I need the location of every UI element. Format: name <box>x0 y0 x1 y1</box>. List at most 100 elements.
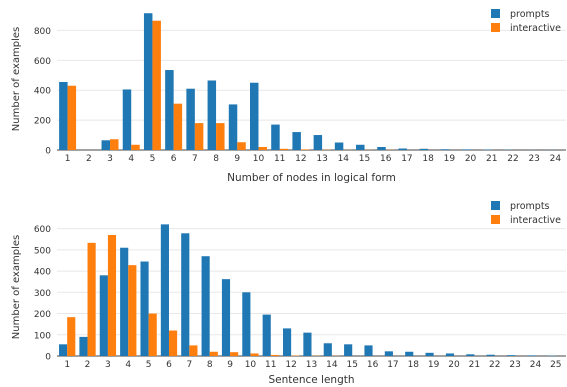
x-tick-label: 6 <box>166 360 172 370</box>
x-tick-label: 4 <box>128 154 134 164</box>
bar-prompts <box>384 351 393 356</box>
x-tick-label: 17 <box>401 154 412 164</box>
x-tick-label: 7 <box>186 360 192 370</box>
x-tick-label: 1 <box>64 360 70 370</box>
bar-prompts <box>101 140 111 150</box>
bar-prompts <box>181 233 190 356</box>
bar-prompts <box>207 80 217 150</box>
bar-prompts <box>120 247 129 356</box>
bar-interactive <box>152 20 161 151</box>
bar-prompts <box>303 332 312 356</box>
x-tick-label: 25 <box>550 360 561 370</box>
x-tick-label: 10 <box>253 154 265 164</box>
y-tick-label: 400 <box>34 268 51 278</box>
bar-prompts <box>143 13 153 150</box>
bar-prompts <box>486 354 495 356</box>
y-tick-label: 0 <box>45 353 51 363</box>
y-tick-label: 100 <box>34 331 51 341</box>
x-tick-label: 3 <box>105 360 111 370</box>
bar-prompts <box>186 88 195 150</box>
x-tick-label: 22 <box>489 360 500 370</box>
x-tick-label: 12 <box>295 154 306 164</box>
bar-prompts <box>271 124 280 150</box>
x-tick-label: 7 <box>192 154 198 164</box>
y-tick-label: 600 <box>34 225 51 235</box>
y-tick-label: 300 <box>34 289 51 299</box>
bar-prompts <box>282 328 292 356</box>
bar-prompts <box>292 132 301 150</box>
x-tick-label: 24 <box>550 154 562 164</box>
x-tick-label: 18 <box>408 360 420 370</box>
bar-prompts <box>249 82 259 150</box>
x-tick-label: 22 <box>507 154 518 164</box>
bar-prompts <box>99 275 108 356</box>
bar-interactive <box>209 351 218 356</box>
bar-interactive <box>131 144 140 150</box>
bar-prompts <box>506 355 516 356</box>
bar-interactive <box>270 354 279 356</box>
x-tick-label: 11 <box>274 154 285 164</box>
bar-prompts <box>323 343 332 356</box>
bar-interactive <box>67 85 77 150</box>
bar-prompts <box>122 89 132 150</box>
x-tick-label: 24 <box>530 360 542 370</box>
bar-prompts <box>344 344 353 356</box>
legend-label-interactive: interactive <box>510 23 561 34</box>
x-tick-label: 20 <box>448 360 460 370</box>
bar-interactive <box>168 330 178 356</box>
y-tick-label: 800 <box>34 27 51 37</box>
x-tick-label: 2 <box>85 360 91 370</box>
bar-prompts <box>445 353 455 356</box>
x-tick-label: 21 <box>486 154 497 164</box>
x-tick-label: 11 <box>265 360 276 370</box>
x-tick-label: 19 <box>444 154 456 164</box>
bar-prompts <box>165 70 174 150</box>
x-tick-label: 19 <box>428 360 440 370</box>
bar-interactive <box>148 313 157 356</box>
x-tick-label: 16 <box>380 154 392 164</box>
x-tick-label: 18 <box>422 154 434 164</box>
bar-interactive <box>67 317 76 356</box>
bar-prompts <box>79 336 88 356</box>
legend-swatch-prompts <box>491 9 500 18</box>
bar-interactive <box>250 353 259 356</box>
bar-prompts <box>242 292 251 356</box>
bar-prompts <box>313 135 323 150</box>
x-axis-title: Number of nodes in logical form <box>227 172 396 184</box>
bar-prompts <box>405 351 414 356</box>
bar-interactive <box>230 352 239 356</box>
bar-interactive <box>128 265 137 356</box>
bar-prompts <box>59 344 68 356</box>
y-tick-label: 0 <box>45 147 51 157</box>
legend: prompts interactive <box>491 9 561 34</box>
x-tick-label: 21 <box>469 360 480 370</box>
y-tick-label: 200 <box>34 117 51 127</box>
legend: prompts interactive <box>491 201 561 226</box>
bar-prompts <box>466 354 475 356</box>
x-tick-label: 23 <box>509 360 520 370</box>
bar-interactive <box>107 234 117 356</box>
bar-prompts <box>462 149 471 150</box>
bar-interactive <box>87 242 96 356</box>
legend-label-prompts: prompts <box>510 201 550 212</box>
legend-swatch-interactive <box>491 23 500 32</box>
x-tick-label: 20 <box>465 154 477 164</box>
y-axis-title: Number of examples <box>11 27 22 131</box>
legend-label-interactive: interactive <box>510 215 561 226</box>
x-tick-label: 9 <box>234 154 240 164</box>
bar-prompts <box>527 355 536 356</box>
x-tick-label: 13 <box>316 154 327 164</box>
bar-prompts <box>160 224 169 356</box>
x-tick-label: 14 <box>338 154 350 164</box>
x-tick-label: 23 <box>528 154 539 164</box>
x-tick-label: 3 <box>107 154 113 164</box>
x-tick-label: 15 <box>346 360 357 370</box>
bar-interactive <box>279 148 289 150</box>
x-tick-label: 2 <box>86 154 92 164</box>
bar-prompts <box>425 352 434 356</box>
y-tick-label: 200 <box>34 310 51 320</box>
y-axis-title: Number of examples <box>11 235 22 339</box>
